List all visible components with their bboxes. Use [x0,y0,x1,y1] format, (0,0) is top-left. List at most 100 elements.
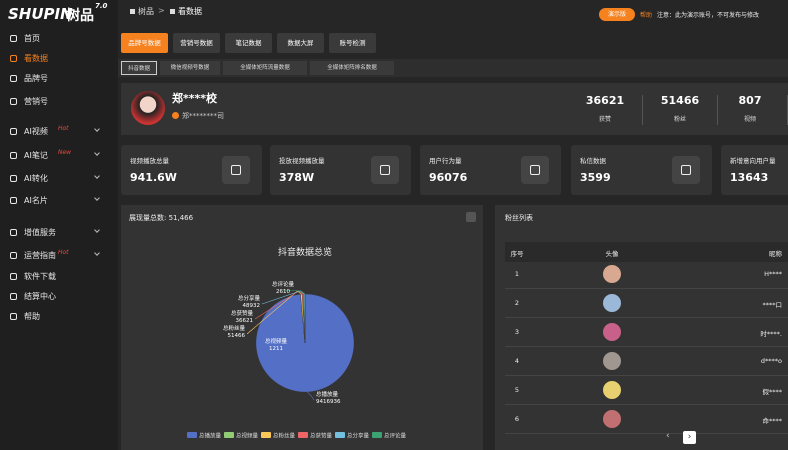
card-glyph [681,165,691,175]
logo-cn: 树品 [66,8,94,24]
fan-nickname: 时****. [760,330,782,338]
row-line [505,346,788,347]
card-label: 投放视频播放量 [279,157,325,165]
menu-icon [10,175,17,182]
menu-icon [10,229,17,236]
menu-item[interactable]: AI转化 [24,174,48,183]
tab[interactable]: 品牌号数据 [121,33,168,53]
menu-item[interactable]: 品牌号 [24,74,48,83]
menu-item[interactable]: 软件下载 [24,272,56,281]
stat-label: 粉丝 [673,116,686,123]
version: 7.0 [95,2,108,10]
subtab[interactable]: 全媒体矩阵流量数据 [223,61,307,75]
stat-label: 视频 [743,116,756,123]
divider [717,95,718,125]
fan-avatar [603,381,621,399]
subtab[interactable]: 全媒体矩阵排名数据 [310,61,394,75]
menu-icon [10,273,17,280]
menu-item[interactable]: 帮助 [24,312,40,321]
column-header: 昵称 [769,250,782,258]
stat-card [721,145,788,195]
tab[interactable]: 数据大屏 [277,33,324,53]
legend-swatch [261,432,271,438]
card-icon [672,156,700,184]
logo: SHUPIN [8,5,73,23]
row-index: 5 [514,386,520,394]
menu-tag: Hot [58,249,69,256]
menu-icon [10,98,17,105]
legend-label: 总播放量 [199,432,222,440]
pager-next[interactable]: › [683,431,696,444]
card-value: 3599 [580,171,611,184]
header-button[interactable]: 演示版 [599,8,635,21]
menu-icon [10,128,17,135]
divider [642,95,643,125]
stat-value: 36621 [585,94,625,107]
legend-label: 总获赞量 [310,432,333,440]
card-glyph [380,165,390,175]
row-index: 4 [514,357,520,365]
menu-icon [10,313,17,320]
menu-icon [10,197,17,204]
menu-item[interactable]: AI视频 [24,127,48,136]
menu-item[interactable]: 增值服务 [24,228,56,237]
profile-panel [121,83,788,135]
fan-avatar [603,323,621,341]
row-line [505,375,788,376]
slice-label: 总获赞量 [231,309,254,317]
menu-item[interactable]: 运营指南 [24,251,56,260]
verified-icon [172,112,179,119]
fan-avatar [603,294,621,312]
menu-tag: New [58,149,72,156]
menu-item[interactable]: AI笔记 [24,151,48,160]
card-label: 视频播放总量 [130,157,169,165]
slice-value: 36621 [236,318,254,324]
fan-avatar [603,410,621,428]
card-glyph [231,165,241,175]
help-link[interactable]: 帮助 [640,12,653,19]
crumb-icon [170,9,175,14]
menu-icon [10,293,17,300]
row-line [505,288,788,289]
chart-title: 抖音数据总览 [278,246,332,258]
tab[interactable]: 账号检测 [329,33,376,53]
table-header [505,242,788,262]
menu-icon [10,252,17,259]
menu-item[interactable]: 结算中心 [24,292,56,301]
legend-swatch [224,432,234,438]
notice: 注意：此为演示账号，不可发布与修改 [657,12,760,19]
card-label: 用户行为量 [429,157,462,165]
card-glyph [530,165,540,175]
menu-item[interactable]: 看数据 [24,54,48,63]
card-icon [521,156,549,184]
menu-item[interactable]: 首页 [24,34,40,43]
leader-line [307,391,315,401]
stat-value: 807 [738,94,762,107]
fan-nickname: d****o [760,357,782,365]
legend-label: 总粉丝量 [273,432,296,440]
crumb-icon [130,9,135,14]
breadcrumb[interactable]: 树品 [138,7,154,16]
slice-value: 1211 [269,346,283,352]
slice-label: 总播放量 [316,390,339,398]
row-index: 2 [514,299,520,307]
breadcrumb: 看数据 [178,7,202,16]
card-icon [222,156,250,184]
pager-prev[interactable]: ‹ [666,431,670,441]
card-value: 378W [279,171,315,184]
legend-label: 总分享量 [347,432,370,440]
fan-avatar [603,265,621,283]
row-index: 6 [514,415,520,423]
tab[interactable]: 营销号数据 [173,33,220,53]
slice-value: 9416936 [316,399,341,405]
subtab[interactable]: 微信视频号数据 [160,61,220,75]
panel-title: 粉丝列表 [505,214,533,222]
menu-item[interactable]: AI名片 [24,196,48,205]
fan-avatar [603,352,621,370]
panel-icon [466,212,476,222]
subtab[interactable]: 抖音数据 [121,61,157,75]
menu-item[interactable]: 营销号 [24,97,48,106]
tab[interactable]: 笔记数据 [225,33,272,53]
avatar [131,91,165,125]
legend-swatch [298,432,308,438]
